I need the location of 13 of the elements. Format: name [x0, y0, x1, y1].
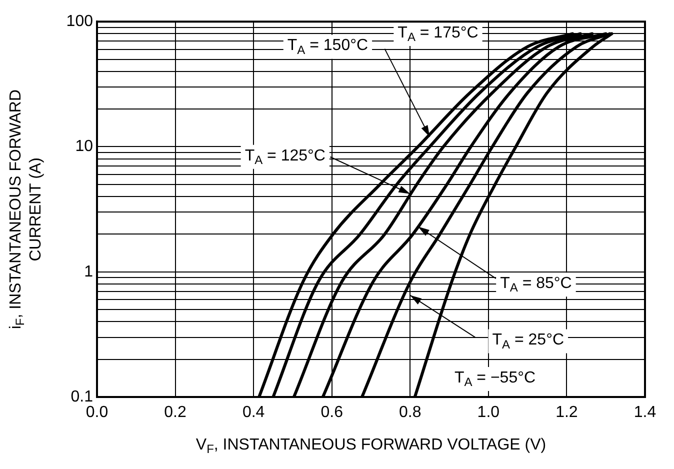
- x-tick-label: 0.2: [164, 404, 187, 422]
- x-tick-label: 1.4: [634, 404, 656, 422]
- y-tick-label: 100: [66, 13, 94, 30]
- x-tick-label: 0.0: [86, 404, 108, 422]
- x-tick-label: 0.8: [399, 404, 422, 422]
- y-axis-title: iF, INSTANTANEOUS FORWARD CURRENT (A): [7, 89, 44, 330]
- x-tick-label: 1.0: [477, 404, 500, 422]
- x-tick-label: 0.4: [242, 404, 265, 422]
- y-tick-label: 1: [84, 263, 94, 280]
- x-tick-label: 1.2: [556, 404, 578, 422]
- x-tick-label: 0.6: [320, 404, 344, 422]
- y-tick-label: 10: [75, 138, 94, 156]
- y-tick-label: 0.1: [70, 388, 94, 406]
